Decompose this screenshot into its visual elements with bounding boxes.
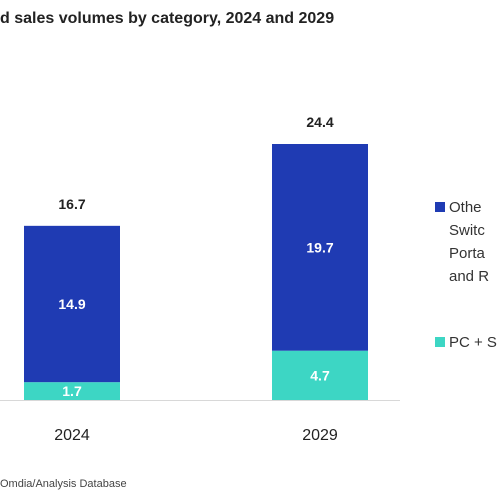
x-tick-2029: 2029 <box>302 427 338 444</box>
total-label-2029: 24.4 <box>306 114 333 130</box>
data-label-2029-s1: 19.7 <box>306 239 333 255</box>
bar-segment-2029-s0 <box>272 350 368 400</box>
data-label-2024-s1: 14.9 <box>58 296 85 312</box>
legend-text-pc: PC + S <box>449 334 497 351</box>
total-label-2024: 16.7 <box>58 196 85 212</box>
x-tick-2024: 2024 <box>54 427 90 444</box>
legend-text-other-1: Switc <box>449 222 485 239</box>
legend-swatch-pc <box>435 337 445 347</box>
source-note: Omdia/Analysis Database <box>0 478 127 490</box>
data-label-2024-s0: 1.7 <box>62 383 82 399</box>
bar-segment-2024-s1 <box>24 225 120 383</box>
bar-segment-2029-s1 <box>272 144 368 351</box>
legend-text-other-0: Othe <box>449 199 482 216</box>
legend-text-other-3: and R <box>449 268 489 285</box>
legend-swatch-other <box>435 202 445 212</box>
legend-text-other-2: Porta <box>449 245 486 262</box>
bar-segment-2024-s0 <box>24 382 120 400</box>
chart-title: d sales volumes by category, 2024 and 20… <box>0 10 335 27</box>
data-label-2029-s0: 4.7 <box>310 367 330 383</box>
